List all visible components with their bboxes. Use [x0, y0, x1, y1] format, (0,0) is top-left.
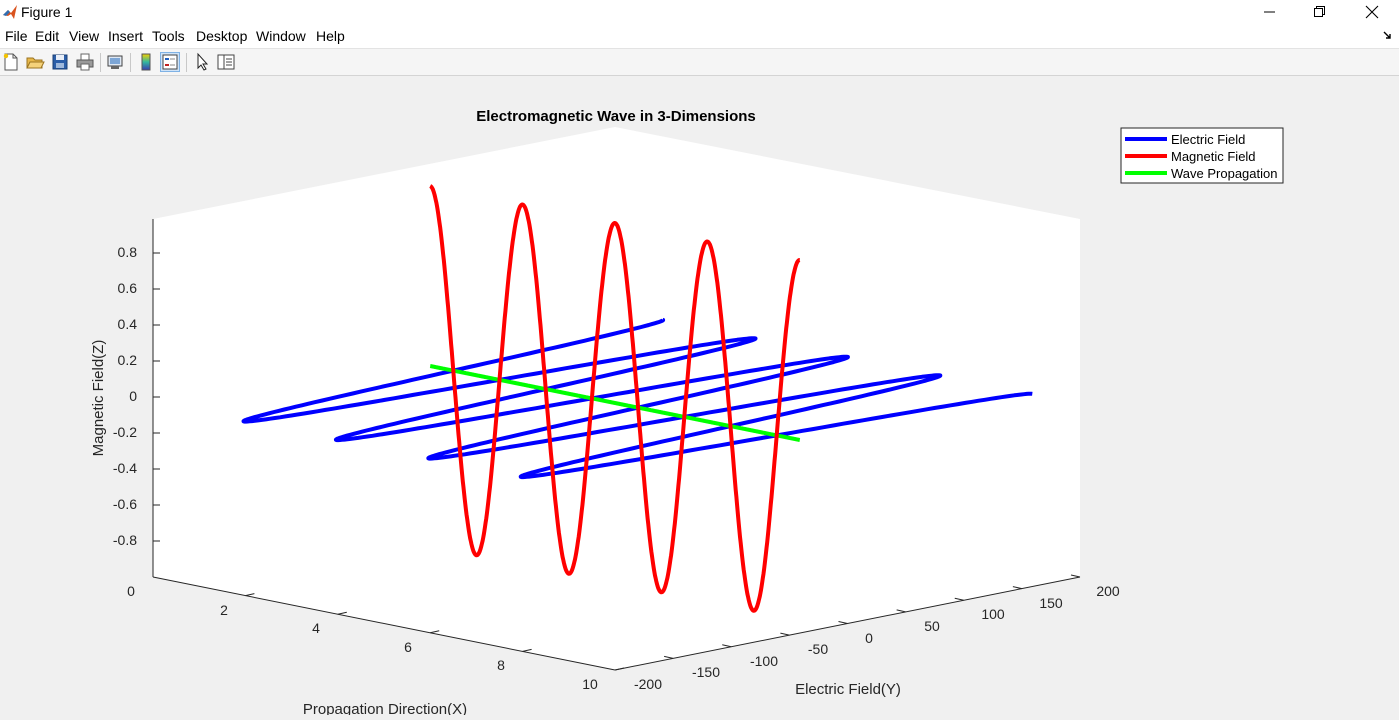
- menu-view[interactable]: View: [69, 28, 100, 44]
- z-tick-label: -0.8: [113, 532, 137, 548]
- insert-legend-button[interactable]: [160, 52, 180, 72]
- close-button[interactable]: [1348, 0, 1396, 24]
- wave-propagation-line[interactable]: [429, 364, 801, 442]
- z-tick-label: 0.6: [118, 280, 138, 296]
- y-tick-mark: [664, 655, 674, 659]
- x-tick-label: 4: [312, 620, 320, 636]
- z-tick-labels: 0.8 0.6 0.4 0.2 0 -0.2 -0.4 -0.6 -0.8: [113, 244, 137, 548]
- open-folder-icon: [26, 57, 45, 69]
- x-tick-label: 2: [220, 602, 228, 618]
- restore-icon: [1314, 6, 1325, 17]
- z-tick-label: 0.2: [118, 352, 138, 368]
- menu-tools[interactable]: Tools: [152, 28, 185, 44]
- axes-background: [153, 127, 1080, 670]
- toolbar-separator: [130, 53, 131, 72]
- y-tick-mark: [896, 609, 906, 613]
- y-tick-mark: [954, 597, 964, 601]
- menu-insert[interactable]: Insert: [108, 28, 144, 44]
- x-axis-label: Propagation Direction(X): [303, 701, 467, 715]
- x-tick-mark: [522, 648, 532, 652]
- x-tick-mark: [337, 611, 347, 615]
- y-tick-mark: [838, 621, 848, 624]
- save-icon: [52, 54, 68, 70]
- menu-window[interactable]: Window: [256, 28, 306, 44]
- link-plot-button[interactable]: [105, 52, 125, 72]
- y-axis-label: Electric Field(Y): [795, 681, 901, 698]
- 3d-plot[interactable]: 0.8 0.6 0.4 0.2 0 -0.2 -0.4 -0.6 -0.8 0 …: [0, 77, 1399, 718]
- new-file-icon: [3, 53, 18, 71]
- x-tick-label: 10: [582, 676, 598, 692]
- menu-file[interactable]: File: [5, 28, 28, 44]
- y-tick-labels: -200 -150 -100 -50 0 50 100 150 200: [634, 583, 1120, 692]
- z-axis-label: Magnetic Field(Z): [90, 340, 107, 457]
- link-plot-icon: [107, 55, 123, 69]
- legend-icon: [162, 54, 178, 70]
- x-tick-mark: [614, 667, 625, 671]
- z-tick-label: -0.4: [113, 460, 137, 476]
- y-tick-label: 150: [1039, 595, 1063, 611]
- new-figure-button[interactable]: [1, 52, 21, 72]
- property-inspector-icon: [217, 54, 235, 70]
- electric-field-line[interactable]: [241, 317, 1034, 480]
- y-tick-label: -50: [808, 641, 828, 657]
- y-tick-label: -200: [634, 676, 662, 692]
- y-tick-label: 100: [981, 606, 1005, 622]
- minimize-icon: [1264, 11, 1275, 13]
- legend-label-propagation: Wave Propagation: [1171, 166, 1277, 181]
- z-tick-label: -0.2: [113, 424, 137, 440]
- window-title: Figure 1: [21, 4, 73, 20]
- y-tick-label: 0: [865, 630, 873, 646]
- toolbar-separator: [186, 53, 187, 72]
- window-titlebar: Figure 1: [0, 0, 1399, 24]
- y-tick-mark: [1012, 586, 1022, 590]
- figure-toolbar: [0, 48, 1399, 76]
- toolbar-separator: [100, 53, 101, 72]
- z-tick-label: 0.4: [118, 316, 138, 332]
- x-tick-labels: 0 2 4 6 8 10: [127, 583, 598, 692]
- figure-canvas: 0.8 0.6 0.4 0.2 0 -0.2 -0.4 -0.6 -0.8 0 …: [0, 77, 1399, 718]
- close-icon: [1365, 5, 1379, 19]
- y-tick-mark: [722, 644, 732, 648]
- menu-edit[interactable]: Edit: [35, 28, 60, 44]
- matlab-icon: [3, 5, 17, 19]
- y-tick-mark: [1070, 574, 1081, 578]
- y-tick-label: -150: [692, 664, 720, 680]
- z-tick-label: 0: [129, 388, 137, 404]
- menu-help[interactable]: Help: [316, 28, 345, 44]
- magnetic-field-line[interactable]: [428, 184, 802, 613]
- axis-ticks: [153, 252, 1081, 671]
- legend-label-electric: Electric Field: [1171, 132, 1245, 147]
- menu-desktop[interactable]: Desktop: [196, 28, 248, 44]
- x-tick-mark: [430, 630, 440, 634]
- y-tick-label: 200: [1096, 583, 1120, 599]
- x-tick-label: 0: [127, 583, 135, 599]
- insert-colorbar-button[interactable]: [136, 52, 156, 72]
- printer-icon: [76, 53, 94, 71]
- chart-title: Electromagnetic Wave in 3-Dimensions: [476, 108, 756, 125]
- restore-button[interactable]: [1296, 0, 1344, 24]
- open-file-button[interactable]: [25, 52, 45, 72]
- x-tick-label: 8: [497, 657, 505, 673]
- dock-arrow-icon[interactable]: [1383, 31, 1393, 41]
- x-axis-line: [152, 576, 616, 671]
- minimize-button[interactable]: [1246, 0, 1294, 24]
- y-tick-label: 50: [924, 618, 940, 634]
- colorbar-icon: [141, 53, 151, 71]
- y-tick-mark: [780, 632, 790, 636]
- x-tick-mark: [245, 593, 255, 597]
- y-tick-label: -100: [750, 653, 778, 669]
- edit-plot-button[interactable]: [192, 52, 212, 72]
- x-tick-label: 6: [404, 639, 412, 655]
- z-tick-label: -0.6: [113, 496, 137, 512]
- print-button[interactable]: [75, 52, 95, 72]
- legend-label-magnetic: Magnetic Field: [1171, 149, 1256, 164]
- legend[interactable]: Electric Field Magnetic Field Wave Propa…: [1120, 127, 1284, 184]
- menu-bar: File Edit View Insert Tools Desktop Wind…: [0, 24, 1399, 48]
- z-tick-label: 0.8: [118, 244, 138, 260]
- pointer-arrow-icon: [197, 52, 209, 71]
- save-button[interactable]: [50, 52, 70, 72]
- property-inspector-button[interactable]: [216, 52, 236, 72]
